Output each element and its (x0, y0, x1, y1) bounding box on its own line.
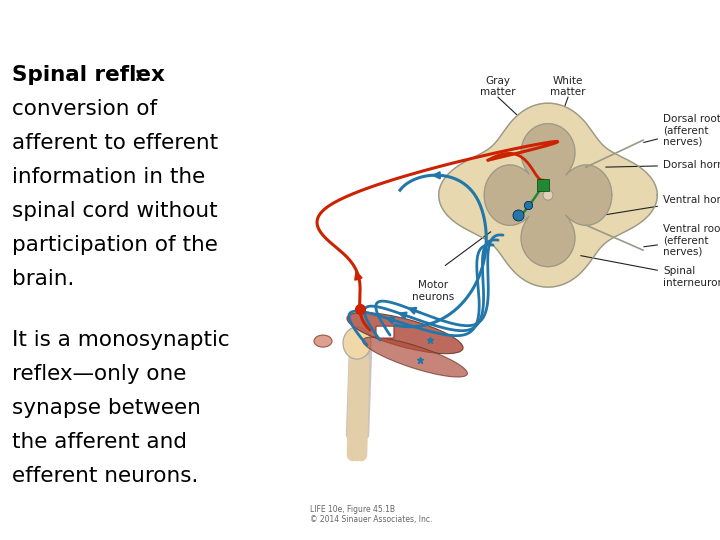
Text: brain.: brain. (12, 269, 74, 289)
Text: Spinal reflex: Spinal reflex (12, 65, 165, 85)
Text: Dorsal horn: Dorsal horn (606, 160, 720, 170)
Text: Gray
matter: Gray matter (480, 76, 516, 97)
Circle shape (543, 190, 553, 200)
Text: conversion of: conversion of (12, 99, 157, 119)
Text: LIFE 10e, Figure 45.1B
© 2014 Sinauer Associates, Inc.: LIFE 10e, Figure 45.1B © 2014 Sinauer As… (310, 504, 433, 524)
Ellipse shape (363, 337, 467, 377)
Text: White
matter: White matter (550, 76, 586, 97)
Text: information in the: information in the (12, 167, 205, 187)
Text: spinal cord without: spinal cord without (12, 201, 217, 221)
Text: the afferent and: the afferent and (12, 432, 187, 452)
Text: Motor
neurons: Motor neurons (412, 280, 454, 302)
Text: afferent to efferent: afferent to efferent (12, 133, 218, 153)
Text: synapse between: synapse between (12, 399, 201, 418)
Ellipse shape (314, 335, 332, 347)
FancyBboxPatch shape (376, 326, 394, 338)
Text: Ventral root
(efferent
nerves): Ventral root (efferent nerves) (644, 224, 720, 256)
Text: Dorsal root
(afferent
nerves): Dorsal root (afferent nerves) (644, 113, 720, 147)
Text: Ventral horn: Ventral horn (606, 195, 720, 215)
Text: reflex—only one: reflex—only one (12, 364, 186, 384)
Ellipse shape (343, 327, 371, 359)
Ellipse shape (347, 313, 463, 354)
Text: Spinal
interneuron: Spinal interneuron (581, 255, 720, 288)
Polygon shape (485, 124, 612, 267)
Text: How Is Information Processed by Neural Networks?: How Is Information Processed by Neural N… (7, 18, 522, 37)
Text: participation of the: participation of the (12, 235, 218, 255)
Text: :: : (133, 65, 140, 85)
Text: efferent neurons.: efferent neurons. (12, 466, 199, 486)
Text: It is a monosynaptic: It is a monosynaptic (12, 330, 230, 350)
Polygon shape (438, 103, 657, 287)
